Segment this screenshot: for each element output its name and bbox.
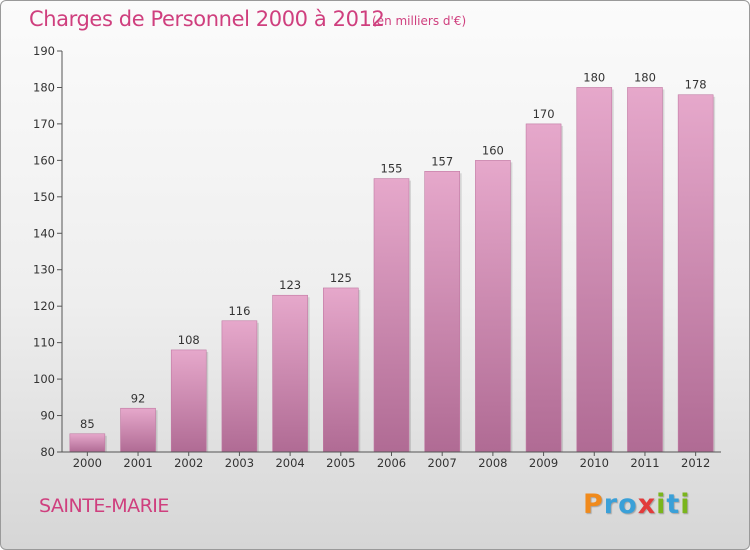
x-tick-label-2001: 2001 <box>123 456 152 470</box>
bar-2007 <box>424 171 460 453</box>
logo-letter: r <box>603 489 619 520</box>
x-tick-label-2003: 2003 <box>225 456 254 470</box>
bar-2006 <box>373 178 410 453</box>
chart-subtitle: (en milliers d'€) <box>372 14 467 28</box>
logo-letter: o <box>618 489 638 520</box>
x-tick-label-2009: 2009 <box>529 456 558 470</box>
x-tick-label-2010: 2010 <box>580 456 609 470</box>
x-tick-label-2005: 2005 <box>326 456 355 470</box>
location-name: SAINTE-MARIE <box>39 495 169 517</box>
x-tick-label-2012: 2012 <box>681 456 710 470</box>
proxiti-logo: Proxiti <box>583 489 691 520</box>
x-tick-label-2008: 2008 <box>478 456 507 470</box>
y-tick-label-90: 90 <box>40 409 55 423</box>
chart-title: Charges de Personnel 2000 à 2012 <box>29 7 385 31</box>
value-label-2001: 92 <box>131 391 146 405</box>
value-label-2006: 155 <box>381 162 403 176</box>
logo-letter: t <box>666 489 681 520</box>
axis-layer: 2000 2001 2002 2003 2004 2005 2006 2007 2008 2009… <box>33 44 721 470</box>
bar-2011 <box>627 87 663 453</box>
bar-2001 <box>120 407 156 453</box>
y-tick-label-160: 160 <box>33 153 55 167</box>
value-label-2002: 108 <box>178 333 200 347</box>
value-label-2004: 123 <box>279 278 301 292</box>
y-tick-label-140: 140 <box>33 226 55 240</box>
logo-letter: i <box>656 489 667 520</box>
bar-2003 <box>221 320 258 453</box>
y-tick-label-190: 190 <box>33 44 55 58</box>
x-tick-label-2002: 2002 <box>174 456 203 470</box>
bar-2000 <box>69 433 106 453</box>
bar-2009 <box>525 123 562 453</box>
value-label-2012: 178 <box>685 78 707 92</box>
x-tick-label-2000: 2000 <box>73 456 102 470</box>
y-tick-label-80: 80 <box>40 445 55 459</box>
bar-2002 <box>170 349 207 453</box>
value-label-2005: 125 <box>330 271 352 285</box>
bar-2012 <box>677 94 714 453</box>
y-tick-label-100: 100 <box>33 372 55 386</box>
logo-letter: P <box>583 489 604 520</box>
value-label-2008: 160 <box>482 143 504 157</box>
x-tick-label-2007: 2007 <box>428 456 457 470</box>
value-label-2003: 116 <box>228 304 250 318</box>
bar-2008 <box>475 160 511 453</box>
bar-2005 <box>323 287 359 453</box>
bar-2004 <box>272 294 308 453</box>
x-tick-label-2011: 2011 <box>630 456 659 470</box>
y-tick-label-110: 110 <box>33 336 55 350</box>
value-label-2000: 85 <box>80 417 95 431</box>
bar-2010 <box>576 87 613 453</box>
value-label-2010: 180 <box>583 70 605 84</box>
x-tick-label-2004: 2004 <box>275 456 304 470</box>
bars-layer: 85 92 108 116 123 125 155 157 160 170 180 180 178 <box>69 70 716 453</box>
y-tick-label-150: 150 <box>33 190 55 204</box>
value-label-2011: 180 <box>634 70 656 84</box>
logo-letter: i <box>680 489 691 520</box>
y-tick-label-180: 180 <box>33 80 55 94</box>
x-tick-label-2006: 2006 <box>377 456 406 470</box>
y-tick-label-170: 170 <box>33 117 55 131</box>
logo-letter: x <box>637 489 657 520</box>
value-label-2009: 170 <box>533 107 555 121</box>
y-tick-label-130: 130 <box>33 263 55 277</box>
y-tick-label-120: 120 <box>33 299 55 313</box>
value-label-2007: 157 <box>431 154 453 168</box>
